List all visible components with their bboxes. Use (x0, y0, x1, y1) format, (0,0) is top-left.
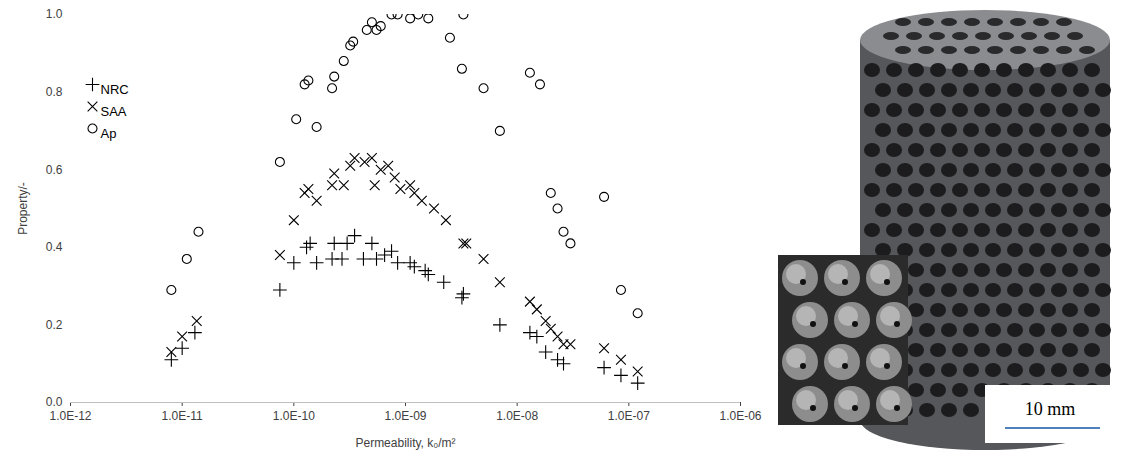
svg-text:1.0E-07: 1.0E-07 (608, 409, 650, 423)
svg-text:0.4: 0.4 (46, 240, 63, 254)
svg-text:Ap: Ap (101, 126, 117, 141)
svg-text:1.0: 1.0 (46, 7, 63, 21)
svg-text:1.0E-06: 1.0E-06 (719, 409, 761, 423)
svg-text:NRC: NRC (101, 82, 129, 97)
svg-text:1.0E-12: 1.0E-12 (49, 409, 91, 423)
svg-text:0.0: 0.0 (46, 395, 63, 409)
svg-text:1.0E-10: 1.0E-10 (273, 409, 315, 423)
svg-text:1.0E-11: 1.0E-11 (162, 409, 203, 423)
svg-text:1.0E-08: 1.0E-08 (496, 409, 538, 423)
svg-text:10 mm: 10 mm (1025, 399, 1076, 419)
svg-text:0.6: 0.6 (46, 163, 63, 177)
svg-text:Property/-: Property/- (16, 182, 30, 235)
svg-text:0.2: 0.2 (46, 318, 63, 332)
svg-text:SAA: SAA (101, 104, 127, 119)
svg-text:0.8: 0.8 (46, 85, 63, 99)
svg-text:1.0E-09: 1.0E-09 (384, 409, 426, 423)
svg-text:Permeability, k₀/m²: Permeability, k₀/m² (355, 436, 455, 450)
